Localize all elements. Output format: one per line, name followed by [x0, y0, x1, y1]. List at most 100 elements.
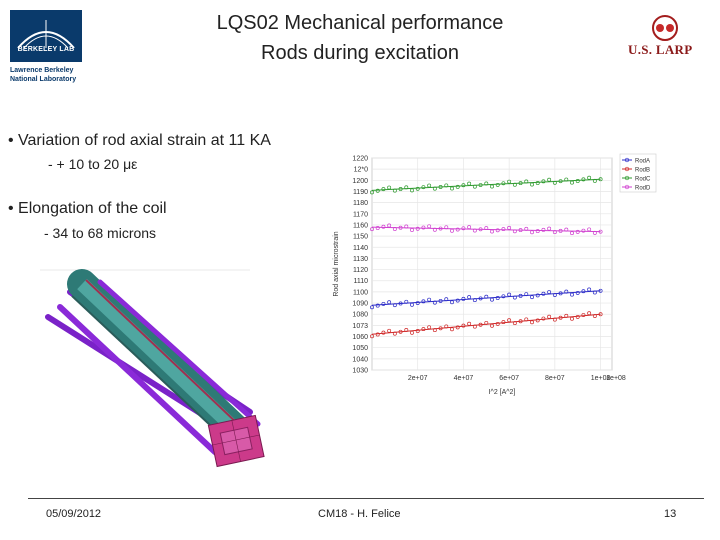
data-point-rodb: [450, 327, 454, 332]
data-point-roda: [415, 301, 420, 306]
data-point-roda: [547, 290, 552, 294]
y-tick-label: 1150: [353, 234, 368, 241]
rod-strain-chart: 1220 12*0 1200 1190 1180 1170 1160 1150 1140 1130…: [330, 150, 660, 400]
data-point-rodd: [541, 227, 546, 232]
legend-marker: [624, 175, 630, 181]
data-point-rodb: [530, 320, 534, 325]
data-point-rodb: [495, 321, 500, 326]
data-point-rodb: [558, 315, 563, 320]
data-point-rodc: [421, 185, 426, 190]
data-point-rodd: [438, 226, 443, 231]
data-point-rodb: [518, 319, 523, 324]
data-point-rodd: [501, 227, 506, 232]
data-point-roda: [535, 293, 540, 298]
data-point-rodb: [461, 323, 466, 328]
data-point-rodb: [427, 325, 432, 330]
data-point-rodb: [467, 321, 472, 326]
data-point-rodd: [598, 229, 603, 234]
data-point-rodd: [535, 229, 540, 234]
data-point-roda: [387, 300, 392, 305]
subbullet-elongation-range: - 34 to 68 microns: [44, 225, 157, 241]
data-point-rodd: [432, 227, 437, 232]
data-point-rodb: [432, 328, 437, 333]
data-point-rodc: [410, 188, 414, 193]
data-point-rodd: [381, 224, 386, 229]
data-point-rodb: [598, 312, 603, 317]
legend-marker: [624, 166, 630, 172]
legend-label: RodB: [635, 168, 650, 174]
data-point-rodd: [375, 226, 380, 230]
y-tick-label: 1040: [352, 356, 368, 363]
data-point-rodc: [518, 181, 523, 186]
data-point-rodc: [450, 186, 454, 191]
data-point-roda: [490, 297, 494, 302]
logo-subtitle-line2: National Laboratory: [10, 76, 77, 83]
title-line-2: Rods during excitation: [261, 42, 459, 64]
data-point-rodc: [387, 185, 392, 190]
plot-area: [371, 157, 613, 371]
y-tick-label: 1080: [352, 312, 368, 319]
data-point-rodd: [575, 229, 580, 234]
data-point-rodd: [427, 224, 432, 229]
data-point-roda: [530, 295, 534, 300]
subbullet-strain-range: - + 10 to 20 με: [48, 156, 138, 172]
x-tick-label: 8e+07: [545, 375, 565, 382]
data-point-rodd: [512, 229, 517, 234]
data-point-rodd: [421, 225, 426, 230]
data-point-roda: [375, 303, 380, 308]
data-point-rodd: [552, 230, 557, 235]
data-point-roda: [421, 299, 426, 304]
data-point-rodb: [564, 313, 569, 318]
data-point-rodb: [415, 328, 420, 333]
y-tick-label: 12*0: [354, 167, 369, 174]
data-point-rodc: [535, 180, 540, 185]
data-point-rodc: [581, 177, 586, 182]
data-point-rodb: [524, 317, 529, 322]
data-point-rodc: [570, 180, 574, 185]
data-point-rodd: [524, 226, 529, 231]
data-point-rodb: [438, 326, 443, 331]
data-point-rodb: [547, 314, 552, 319]
logo-subtitle: Lawrence Berkeley National Laboratory: [10, 66, 90, 84]
x-tick-label: 1e+08: [591, 375, 611, 382]
data-point-rodc: [524, 179, 529, 184]
data-point-rodd: [581, 228, 586, 233]
data-point-rodb: [575, 314, 580, 319]
data-point-roda: [432, 300, 437, 305]
data-point-rodb: [370, 334, 374, 339]
data-point-rodc: [495, 182, 500, 187]
y-tick-label: 1160: [353, 222, 368, 229]
data-point-roda: [467, 295, 472, 300]
data-point-roda: [478, 296, 483, 301]
data-point-rodd: [398, 225, 403, 230]
data-point-rodd: [490, 229, 494, 234]
data-point-roda: [404, 299, 409, 304]
data-point-rodc: [501, 181, 506, 186]
data-point-rodb: [541, 316, 546, 321]
data-point-roda: [581, 289, 586, 294]
data-point-rodb: [410, 330, 414, 335]
data-point-rodb: [478, 322, 483, 327]
data-point-rodb: [472, 324, 477, 329]
legend-label: RodC: [635, 177, 651, 183]
data-point-rodd: [478, 227, 483, 232]
data-point-roda: [484, 294, 489, 299]
data-point-rodd: [461, 226, 466, 231]
data-point-rodc: [404, 185, 409, 190]
y-axis-label: Rod axial microstrain: [333, 231, 340, 296]
data-point-rodd: [410, 228, 414, 232]
us-larp-logo-icon: [645, 14, 685, 49]
data-point-rodd: [415, 226, 420, 231]
data-point-rodb: [581, 313, 586, 317]
data-point-rodd: [467, 225, 472, 230]
footer-date: 05/09/2012: [46, 508, 102, 520]
data-point-rodd: [484, 226, 489, 231]
data-point-rodc: [552, 180, 557, 185]
data-point-roda: [564, 289, 569, 294]
footer-author: CM18 - H. Felice: [318, 508, 401, 520]
data-point-rodc: [507, 179, 512, 184]
slide-title: LQS02 Mechanical performance Rods during…: [150, 8, 570, 68]
data-point-rodd: [570, 231, 574, 236]
data-point-roda: [495, 296, 500, 300]
data-point-rodc: [472, 184, 477, 189]
